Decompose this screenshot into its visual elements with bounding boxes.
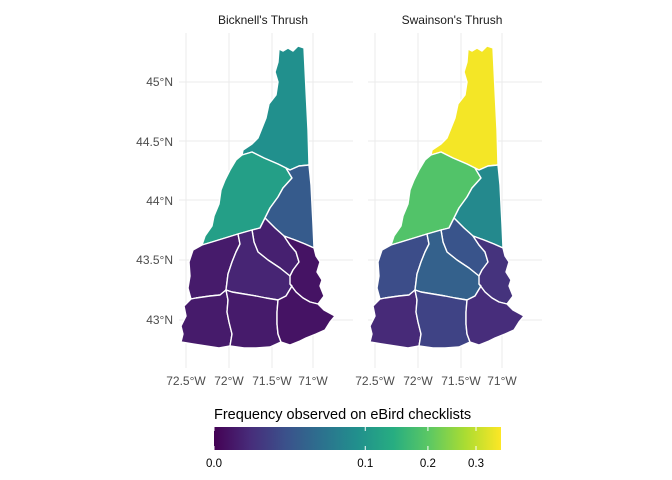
x-tick-label: 72°W bbox=[214, 374, 244, 388]
legend-tick-label: 0.2 bbox=[420, 458, 436, 470]
x-tick-label: 72°W bbox=[403, 374, 433, 388]
x-axis-right: 72.5°W 72°W 71.5°W 71°W bbox=[355, 374, 517, 388]
y-axis: 45°N 44.5°N 44°N 43.5°N 43°N bbox=[136, 75, 173, 327]
panel-bicknells-thrush: Bicknell's Thrush bbox=[179, 13, 353, 368]
legend-tick-label: 0.1 bbox=[357, 458, 373, 470]
panel-swainsons-thrush: Swainson's Thrush bbox=[368, 13, 542, 368]
county-map bbox=[369, 45, 525, 349]
legend-title: Frequency observed on eBird checklists bbox=[214, 407, 471, 423]
county-rockingham bbox=[465, 283, 525, 346]
county-hillsborough bbox=[414, 289, 471, 349]
county-cheshire bbox=[180, 289, 233, 349]
legend-tick-label: 0.0 bbox=[206, 458, 222, 470]
color-legend: Frequency observed on eBird checklists 0… bbox=[206, 407, 501, 470]
county-map bbox=[180, 45, 336, 349]
y-tick-label: 43.5°N bbox=[136, 253, 173, 267]
x-tick-label: 72.5°W bbox=[166, 374, 206, 388]
x-tick-label: 71.5°W bbox=[252, 374, 292, 388]
y-tick-label: 43°N bbox=[146, 313, 173, 327]
x-tick-label: 72.5°W bbox=[355, 374, 395, 388]
legend-tick-label: 0.3 bbox=[468, 458, 484, 470]
county-hillsborough bbox=[225, 289, 282, 349]
x-tick-label: 71°W bbox=[487, 374, 517, 388]
y-tick-label: 44°N bbox=[146, 194, 173, 208]
panel-title: Bicknell's Thrush bbox=[218, 13, 308, 27]
x-tick-label: 71°W bbox=[298, 374, 328, 388]
county-rockingham bbox=[276, 283, 336, 346]
x-axis-left: 72.5°W 72°W 71.5°W 71°W bbox=[166, 374, 328, 388]
y-tick-label: 44.5°N bbox=[136, 135, 173, 149]
county-cheshire bbox=[369, 289, 422, 349]
legend-ticks: 0.0 0.1 0.2 0.3 bbox=[206, 427, 484, 470]
legend-colorbar bbox=[214, 427, 501, 450]
panel-title: Swainson's Thrush bbox=[402, 13, 503, 27]
y-tick-label: 45°N bbox=[146, 75, 173, 89]
x-tick-label: 71.5°W bbox=[441, 374, 481, 388]
